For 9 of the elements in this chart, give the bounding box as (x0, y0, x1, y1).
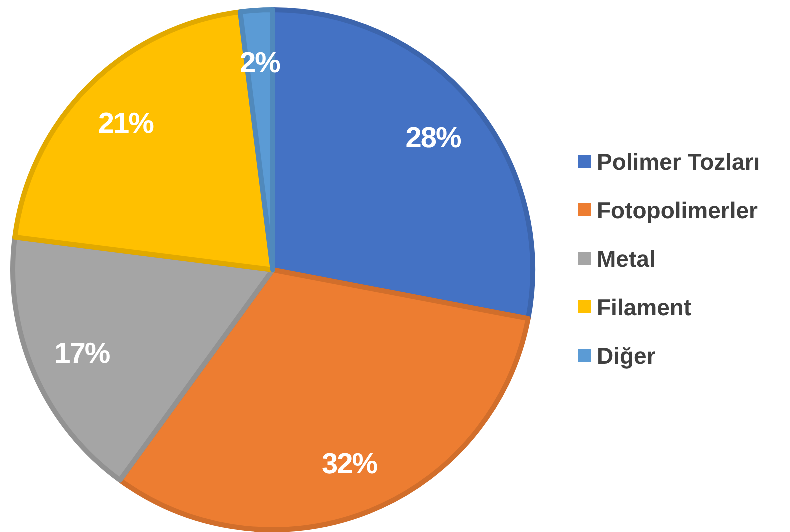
legend-label: Diğer (597, 343, 656, 370)
data-label: 21% (98, 108, 155, 140)
data-label: 17% (54, 338, 111, 370)
legend-label: Fotopolimerler (597, 198, 758, 224)
legend-label: Metal (597, 246, 656, 272)
data-label: 32% (322, 448, 378, 481)
legend-label: Filament (597, 294, 692, 321)
data-label: 28% (406, 122, 462, 155)
legend-label: Polimer Tozları (597, 149, 760, 176)
